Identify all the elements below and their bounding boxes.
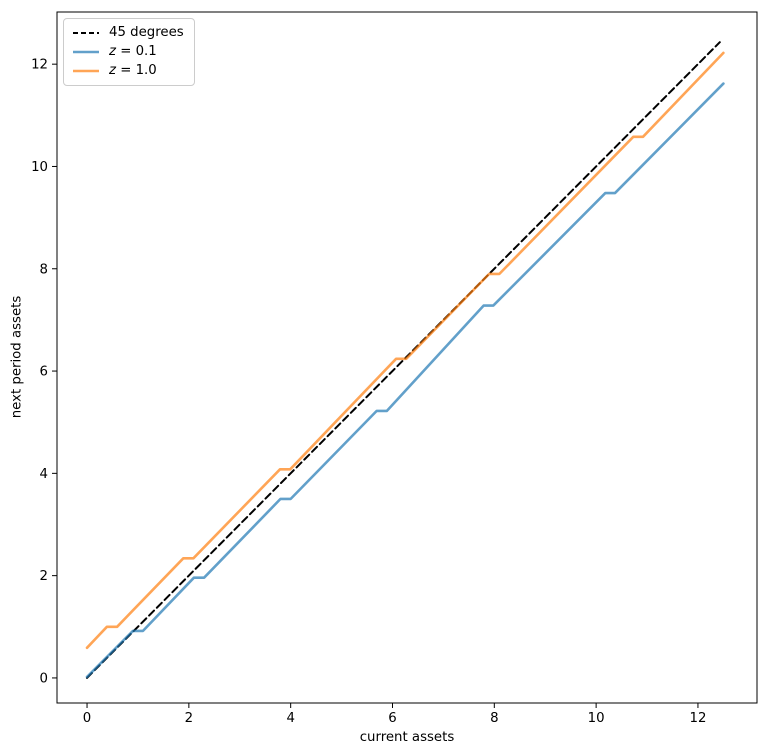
y-tick-label: 10 — [31, 160, 48, 175]
legend-item-z-0-1: z = 0.1 — [72, 44, 184, 60]
legend-line-sample-blue — [73, 50, 99, 54]
y-axis-label: next period assets — [9, 295, 25, 419]
y-tick-label: 4 — [40, 467, 48, 482]
x-tick-label: 0 — [83, 711, 91, 726]
y-tick-label: 6 — [40, 365, 48, 380]
legend-label: z = 0.1 — [109, 44, 157, 59]
series-line-z-0-1 — [85, 82, 725, 679]
legend-label: z = 1.0 — [109, 63, 157, 78]
legend-label: 45 degrees — [109, 25, 184, 40]
legend: 45 degrees z = 0.1 z = 1.0 — [63, 18, 195, 86]
x-tick-label: 8 — [490, 711, 498, 726]
y-tick-label: 0 — [40, 671, 48, 686]
x-tick-label: 6 — [388, 711, 396, 726]
legend-item-z-1-0: z = 1.0 — [72, 63, 184, 79]
legend-line-sample-dashed — [73, 32, 99, 34]
y-tick-label: 2 — [40, 569, 48, 584]
x-tick-label: 12 — [689, 711, 706, 726]
x-tick-label: 4 — [286, 711, 294, 726]
y-tick-label: 8 — [40, 262, 48, 277]
legend-item-45-degrees: 45 degrees — [72, 25, 184, 41]
x-tick-label: 10 — [588, 711, 605, 726]
series-line-45-degrees — [86, 41, 721, 679]
y-tick-label: 12 — [31, 58, 48, 73]
x-axis-label: current assets — [359, 730, 455, 745]
legend-line-sample-orange — [73, 69, 99, 73]
x-tick-label: 2 — [185, 711, 193, 726]
series-line-z-1-0 — [85, 51, 725, 650]
plot-border — [56, 11, 758, 704]
